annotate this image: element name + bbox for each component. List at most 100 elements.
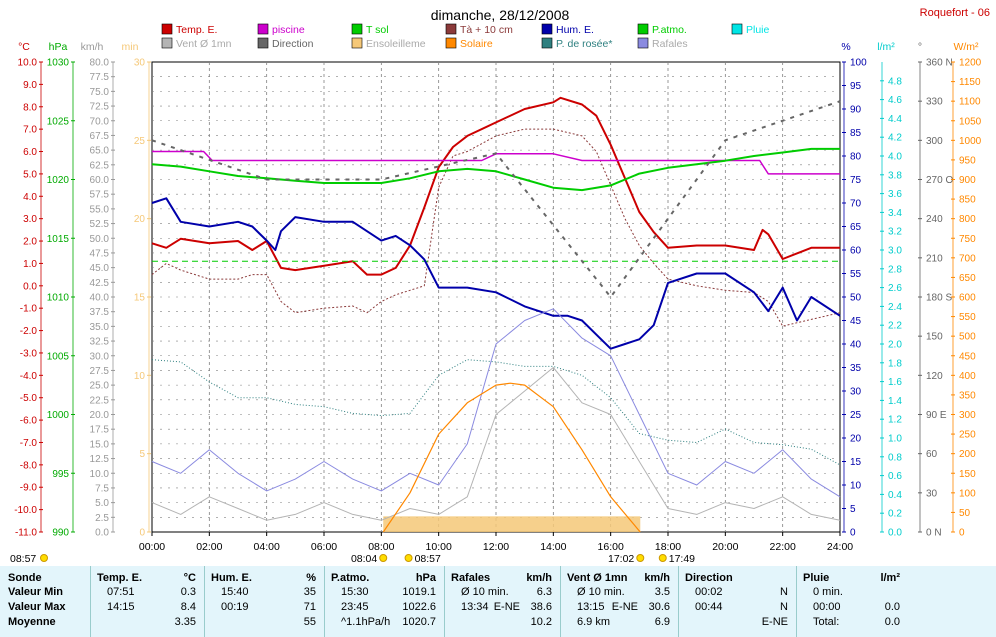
right-axis-label: 60 <box>926 449 938 460</box>
left-axis-label: 12.5 <box>90 454 110 465</box>
stats-value: 30.6 <box>648 601 670 613</box>
series-temp-e <box>151 96 840 276</box>
chart-title: dimanche, 28/12/2008 <box>431 7 570 23</box>
right-axis-label: 50 <box>959 508 971 519</box>
sunshine-start-dot <box>404 554 413 562</box>
stats-time: ^1.1hPa/h <box>341 616 391 628</box>
right-axis-label: 3.6 <box>888 189 902 200</box>
left-axis-label: 1000 <box>47 410 70 421</box>
left-axis-label: 77.5 <box>90 72 110 83</box>
legend-swatch <box>541 37 553 49</box>
x-tick-label: 06:00 <box>311 541 337 553</box>
left-axis-label: -3.0 <box>20 348 38 359</box>
right-axis-label: 180 S <box>926 293 952 304</box>
legend-swatch <box>161 37 173 49</box>
left-axis-label: 8.0 <box>23 102 37 113</box>
sun-markers: 08:04 08:57 17:02 17:49 08:57 <box>10 553 695 565</box>
left-axis-label: 35.0 <box>90 322 110 333</box>
legend-swatch <box>637 37 649 49</box>
legend-label: Pluie <box>746 24 770 36</box>
stats-value: 38.6 <box>530 601 552 613</box>
right-axis-label: 3.2 <box>888 227 902 238</box>
legend-label: P.atmo. <box>652 24 687 36</box>
left-axis-label: 60.0 <box>90 175 110 186</box>
left-axis-label: 995 <box>52 469 69 480</box>
right-axis-label: 360 N <box>926 58 953 69</box>
stats-value: 8.4 <box>180 601 196 613</box>
right-axis-label: 100 <box>850 58 867 69</box>
left-axis-label: 1.0 <box>23 259 37 270</box>
left-axis-label: 72.5 <box>90 102 110 113</box>
right-axis-label: 2.4 <box>888 302 902 313</box>
left-axis-label: 5.0 <box>23 169 37 180</box>
legend-label: Hum. E. <box>556 24 594 36</box>
right-axis-label: 100 <box>959 488 976 499</box>
stats-time: 00:02 <box>695 586 723 598</box>
stats-header: Hum. E. <box>211 572 252 584</box>
right-axis-label: 0.0 <box>888 528 902 539</box>
left-axis-unit: min <box>122 41 139 53</box>
series-solaire <box>382 382 641 533</box>
left-axis-label: 25.0 <box>90 381 110 392</box>
legend-swatch <box>445 37 457 49</box>
stats-column: Hum. E.% 15:40 35 00:19 71 55 <box>204 566 324 637</box>
left-axis-label: 45.0 <box>90 263 110 274</box>
right-axis-label: 10 <box>850 481 862 492</box>
x-tick-label: 16:00 <box>598 541 624 553</box>
left-axis-label: 62.5 <box>90 160 110 171</box>
right-axis-label: 45 <box>850 316 862 327</box>
left-axis-label: -11.0 <box>15 528 37 539</box>
legend-swatch <box>445 23 457 35</box>
right-axis-label: 0.2 <box>888 509 902 520</box>
left-axis-label: 67.5 <box>90 131 110 142</box>
stats-header: Sonde <box>8 572 42 584</box>
stats-direction: E-NE <box>611 601 638 613</box>
stats-column: Direction 00:02 N 00:44 N E-NE <box>678 566 796 637</box>
left-axis-label: 1030 <box>47 58 70 69</box>
sunshine-start-label: 08:57 <box>415 553 441 565</box>
stats-unit: % <box>306 572 316 584</box>
stats-value: 6.9 <box>654 616 670 628</box>
left-axis-label: 47.5 <box>90 248 110 259</box>
weather-chart: dimanche, 28/12/2008 Roquefort - 06 Temp… <box>10 7 990 565</box>
left-axis-label: 32.5 <box>90 337 110 348</box>
right-axis-label: 4.8 <box>888 76 902 87</box>
stats-unit: km/h <box>644 572 670 584</box>
stats-value: 0.0 <box>884 601 900 613</box>
right-axis-label: 5 <box>850 504 856 515</box>
x-tick-label: 02:00 <box>196 541 222 553</box>
left-axis-label: 75.0 <box>90 87 110 98</box>
right-axis-unit: l/m² <box>877 41 895 53</box>
right-axis-label: 90 E <box>926 410 947 421</box>
left-axis-unit: °C <box>18 41 30 53</box>
stats-header: Rafales <box>451 572 491 584</box>
stats-time: 15:40 <box>221 586 249 598</box>
chart-grid <box>151 61 841 533</box>
legend-swatch <box>731 23 743 35</box>
legend-label: Rafales <box>652 38 688 50</box>
legend-label: piscine <box>272 24 305 36</box>
right-axis-label: 35 <box>850 363 862 374</box>
left-axis-label: 30 <box>134 58 146 69</box>
series-direction <box>151 100 841 298</box>
x-tick-label: 24:00 <box>827 541 853 553</box>
left-axis-label: 10.0 <box>90 469 110 480</box>
right-axis-label: 1050 <box>959 116 982 127</box>
sunrise-dot <box>379 554 388 562</box>
stats-time: 07:51 <box>107 586 135 598</box>
right-axis-unit: W/m² <box>953 41 979 53</box>
right-axis-label: 120 <box>926 371 943 382</box>
left-axis-label: 57.5 <box>90 190 110 201</box>
stats-time: 0 min. <box>813 586 843 598</box>
chart-axes: 00:00 02:00 04:00 06:00 08:00 10:00 12:00 14:00… <box>14 41 981 553</box>
chart-series <box>151 96 841 533</box>
stats-value: 0.3 <box>180 586 196 598</box>
left-axis-label: 55.0 <box>90 204 110 215</box>
right-axis-unit: ° <box>918 41 922 53</box>
right-axis-label: 200 <box>959 449 976 460</box>
right-axis-label: 250 <box>959 430 976 441</box>
right-axis-label: 30 <box>850 387 862 398</box>
right-axis-label: 0 <box>850 528 856 539</box>
right-axis-label: 2.6 <box>888 283 902 294</box>
